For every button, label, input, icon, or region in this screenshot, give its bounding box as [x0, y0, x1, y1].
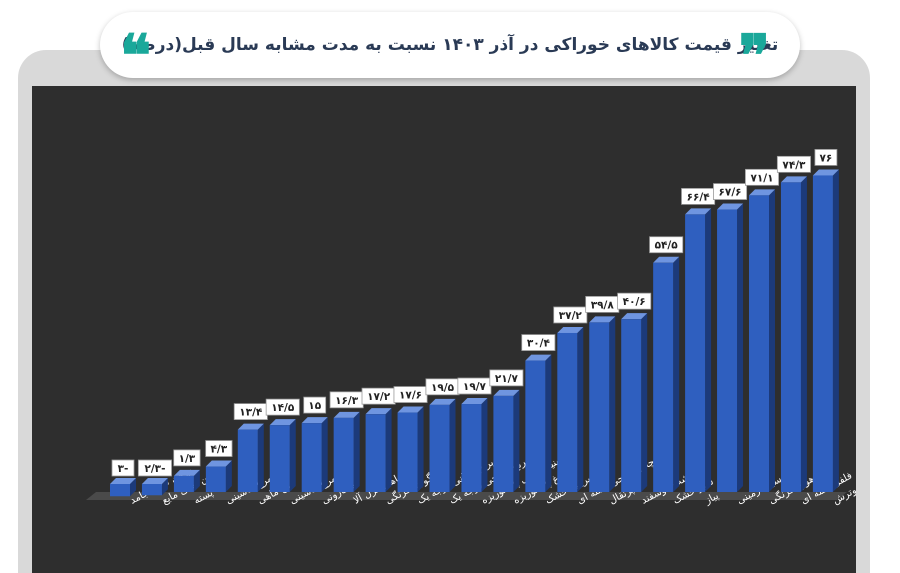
- value-label: ۱۶/۳: [329, 391, 364, 409]
- bar: [333, 411, 360, 492]
- svg-text:۱۶/۳: ۱۶/۳: [335, 395, 359, 407]
- svg-text:۱۷/۶: ۱۷/۶: [399, 390, 422, 402]
- bar: [557, 326, 584, 492]
- bar: [780, 176, 807, 492]
- bar: [301, 417, 328, 492]
- svg-text:۴۰/۶: ۴۰/۶: [623, 296, 646, 308]
- svg-text:۲۱/۷: ۲۱/۷: [495, 373, 519, 385]
- bar: [141, 478, 168, 496]
- quote-right-icon: ❞: [738, 22, 770, 90]
- bar: [173, 469, 200, 492]
- svg-text:۷۴/۳: ۷۴/۳: [782, 159, 806, 171]
- value-label: ۱۹/۵: [425, 378, 460, 396]
- bar: [653, 256, 680, 492]
- svg-text:۷۱/۱: ۷۱/۱: [750, 172, 773, 184]
- svg-text:۶۷/۶: ۶۷/۶: [719, 187, 742, 199]
- value-label: ۱۳/۴: [233, 403, 268, 420]
- bar: [269, 419, 296, 492]
- bar: [685, 208, 712, 492]
- svg-text:۱۹/۵: ۱۹/۵: [431, 382, 455, 394]
- svg-text:۱۵: ۱۵: [308, 400, 321, 412]
- svg-text:۱۹/۷: ۱۹/۷: [463, 381, 487, 393]
- bar: [205, 460, 232, 492]
- svg-text:۲/۳-: ۲/۳-: [144, 463, 165, 475]
- value-label: ۲/۳-: [137, 459, 172, 477]
- svg-text:۱۴/۵: ۱۴/۵: [271, 402, 295, 414]
- value-label: ۳۰/۴: [521, 334, 556, 351]
- value-label: ۴/۳: [205, 440, 233, 457]
- bar: [429, 398, 456, 492]
- bar: [717, 203, 744, 492]
- svg-text:۷۶: ۷۶: [819, 152, 832, 164]
- value-label: ۳۷/۲: [553, 306, 588, 324]
- bar: [237, 423, 264, 492]
- chart-title: تغییر قیمت کالاهای خوراکی در آذر ۱۴۰۳ نس…: [121, 35, 779, 55]
- value-label: ۶۶/۴: [681, 188, 716, 205]
- value-label: ۱۷/۶: [393, 386, 428, 403]
- value-label: ۳۹/۸: [585, 296, 620, 313]
- bar: [397, 406, 424, 492]
- value-label: ۶۷/۶: [713, 183, 748, 200]
- value-label: ۵۴/۵: [649, 236, 684, 254]
- value-label: ۷۴/۳: [776, 155, 811, 173]
- bar: [749, 189, 775, 493]
- svg-text:۳-: ۳-: [118, 463, 129, 475]
- value-label: ۱۵: [303, 396, 327, 414]
- value-label: ۱۴/۵: [265, 398, 300, 416]
- value-label: ۱۹/۷: [457, 377, 492, 395]
- value-label: ۷۱/۱: [745, 168, 780, 186]
- svg-text:۶۶/۴: ۶۶/۴: [687, 191, 711, 203]
- bar: [525, 354, 552, 492]
- svg-text:۱۷/۲: ۱۷/۲: [367, 391, 391, 403]
- value-label: ۲۱/۷: [489, 369, 524, 387]
- svg-text:۵۴/۵: ۵۴/۵: [655, 240, 679, 252]
- svg-text:۱۳/۴: ۱۳/۴: [239, 407, 263, 419]
- title-banner: ❞ تغییر قیمت کالاهای خوراکی در آذر ۱۴۰۳ …: [100, 12, 800, 90]
- value-label: ۳-: [111, 459, 135, 477]
- svg-text:۳۰/۴: ۳۰/۴: [527, 338, 551, 350]
- bar: [110, 478, 136, 497]
- bar: [461, 398, 488, 492]
- svg-text:۳۷/۲: ۳۷/۲: [559, 310, 583, 322]
- bar: [493, 389, 520, 492]
- svg-text:۳۹/۸: ۳۹/۸: [591, 299, 615, 311]
- chart-floor: [86, 492, 847, 500]
- svg-text:۱/۳: ۱/۳: [179, 453, 196, 465]
- value-label: ۴۰/۶: [617, 292, 652, 310]
- bar: [621, 313, 648, 492]
- value-label: ۱۷/۲: [361, 387, 396, 405]
- bar: [365, 408, 392, 492]
- bar: [589, 316, 616, 492]
- value-label: ۱/۳: [173, 449, 201, 467]
- quote-left-icon: ❝: [120, 22, 152, 90]
- svg-text:۴/۳: ۴/۳: [211, 444, 228, 456]
- bar: [812, 169, 839, 492]
- value-label: ۷۶: [814, 149, 838, 166]
